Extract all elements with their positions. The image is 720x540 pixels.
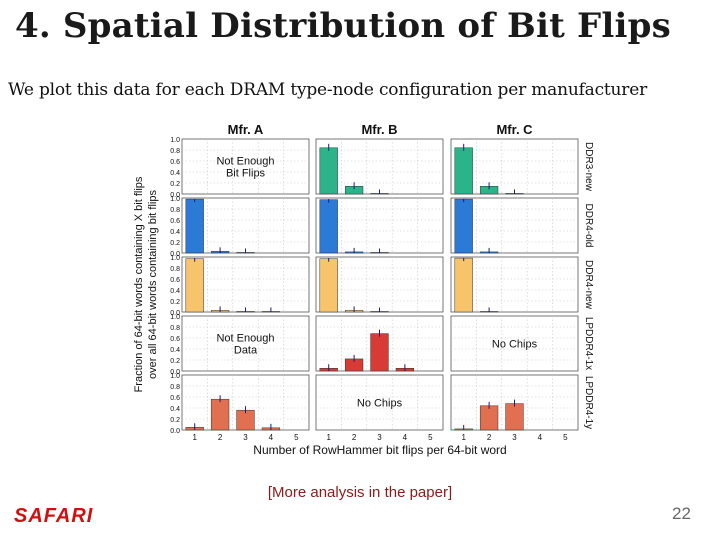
y-tick-label: 0.2 — [170, 417, 180, 424]
panel-frame — [181, 138, 310, 195]
y-tick-label: 0.4 — [170, 288, 180, 295]
panel-frame — [450, 315, 579, 372]
y-tick-label: 0.2 — [170, 358, 180, 365]
y-tick-label: 0.6 — [170, 277, 180, 284]
bar — [454, 198, 473, 254]
x-tick-label: 3 — [512, 433, 517, 442]
bar — [319, 258, 338, 313]
bar — [319, 147, 338, 195]
panel-note: No Chips — [492, 339, 538, 351]
y-tick-label: 0.8 — [170, 207, 180, 214]
y-axis-label: Fraction of 64-bit words containing X bi… — [133, 176, 145, 392]
y-tick-label: 1.0 — [170, 314, 180, 321]
panel-frame — [181, 315, 310, 372]
y-tick-label: 1.0 — [170, 196, 180, 203]
panel-note: Not Enough — [216, 333, 274, 345]
row-label: DDR4-old — [583, 204, 594, 248]
y-axis-label: over all 64-bit words containing bit fli… — [147, 190, 159, 379]
column-header: Mfr. B — [361, 122, 397, 137]
panel-frame — [450, 374, 579, 431]
x-tick-label: 2 — [352, 433, 357, 442]
x-tick-label: 4 — [403, 433, 408, 442]
column-header: Mfr. A — [228, 122, 264, 137]
y-tick-label: 0.2 — [170, 240, 180, 247]
y-tick-label: 0.0 — [170, 251, 180, 258]
panel-note: Bit Flips — [226, 168, 266, 180]
bar — [454, 147, 473, 195]
slide-subtitle: We plot this data for each DRAM type-nod… — [8, 80, 648, 100]
x-tick-label: 3 — [377, 433, 382, 442]
x-tick-label: 5 — [294, 433, 299, 442]
y-tick-label: 0.4 — [170, 406, 180, 413]
y-tick-label: 0.2 — [170, 181, 180, 188]
bar — [479, 405, 499, 431]
x-tick-label: 2 — [218, 433, 223, 442]
row-label: DDR4-new — [583, 260, 594, 310]
x-tick-label: 5 — [428, 433, 433, 442]
panel-frame — [315, 374, 444, 431]
y-tick-label: 1.0 — [170, 373, 180, 380]
bar — [185, 258, 204, 313]
bar — [454, 257, 473, 313]
y-tick-label: 1.0 — [170, 137, 180, 144]
y-tick-label: 1.0 — [170, 255, 180, 262]
row-label: LPDDR4-1x — [583, 317, 594, 370]
panel-note: Not Enough — [216, 156, 274, 168]
footer-note: [More analysis in the paper] — [267, 484, 453, 501]
column-header: Mfr. C — [496, 122, 533, 137]
y-tick-label: 0.6 — [170, 395, 180, 402]
x-tick-label: 2 — [487, 433, 492, 442]
y-tick-label: 0.0 — [170, 310, 180, 317]
x-tick-label: 5 — [563, 433, 568, 442]
y-tick-label: 0.0 — [170, 428, 180, 435]
y-tick-label: 0.8 — [170, 148, 180, 155]
y-tick-label: 0.8 — [170, 325, 180, 332]
slide-title: 4. Spatial Distribution of Bit Flips — [15, 6, 671, 46]
y-tick-label: 0.4 — [170, 229, 180, 236]
y-tick-label: 0.8 — [170, 384, 180, 391]
panel-note: Data — [234, 345, 258, 357]
y-tick-label: 0.6 — [170, 336, 180, 343]
y-tick-label: 0.2 — [170, 299, 180, 306]
x-tick-label: 4 — [538, 433, 543, 442]
x-tick-label: 3 — [243, 433, 248, 442]
y-tick-label: 0.4 — [170, 170, 180, 177]
x-tick-label: 1 — [461, 433, 466, 442]
bar — [319, 199, 338, 254]
x-axis-label: Number of RowHammer bit flips per 64-bit… — [253, 443, 506, 457]
panel-note: No Chips — [357, 398, 403, 410]
x-tick-label: 1 — [326, 433, 331, 442]
bar — [185, 198, 204, 254]
y-tick-label: 0.0 — [170, 192, 180, 199]
y-tick-label: 0.8 — [170, 266, 180, 273]
row-label: LPDDR4-1y — [583, 376, 594, 429]
y-tick-label: 0.6 — [170, 218, 180, 225]
x-tick-label: 1 — [192, 433, 197, 442]
y-tick-label: 0.6 — [170, 159, 180, 166]
safari-logo: SAFARI — [14, 505, 94, 527]
bar — [370, 333, 389, 372]
x-tick-label: 4 — [269, 433, 274, 442]
row-label: DDR3-new — [583, 142, 594, 192]
y-tick-label: 0.0 — [170, 369, 180, 376]
page-number: 22 — [672, 504, 691, 523]
y-tick-label: 0.4 — [170, 347, 180, 354]
bar — [505, 403, 524, 431]
bar — [210, 398, 230, 431]
